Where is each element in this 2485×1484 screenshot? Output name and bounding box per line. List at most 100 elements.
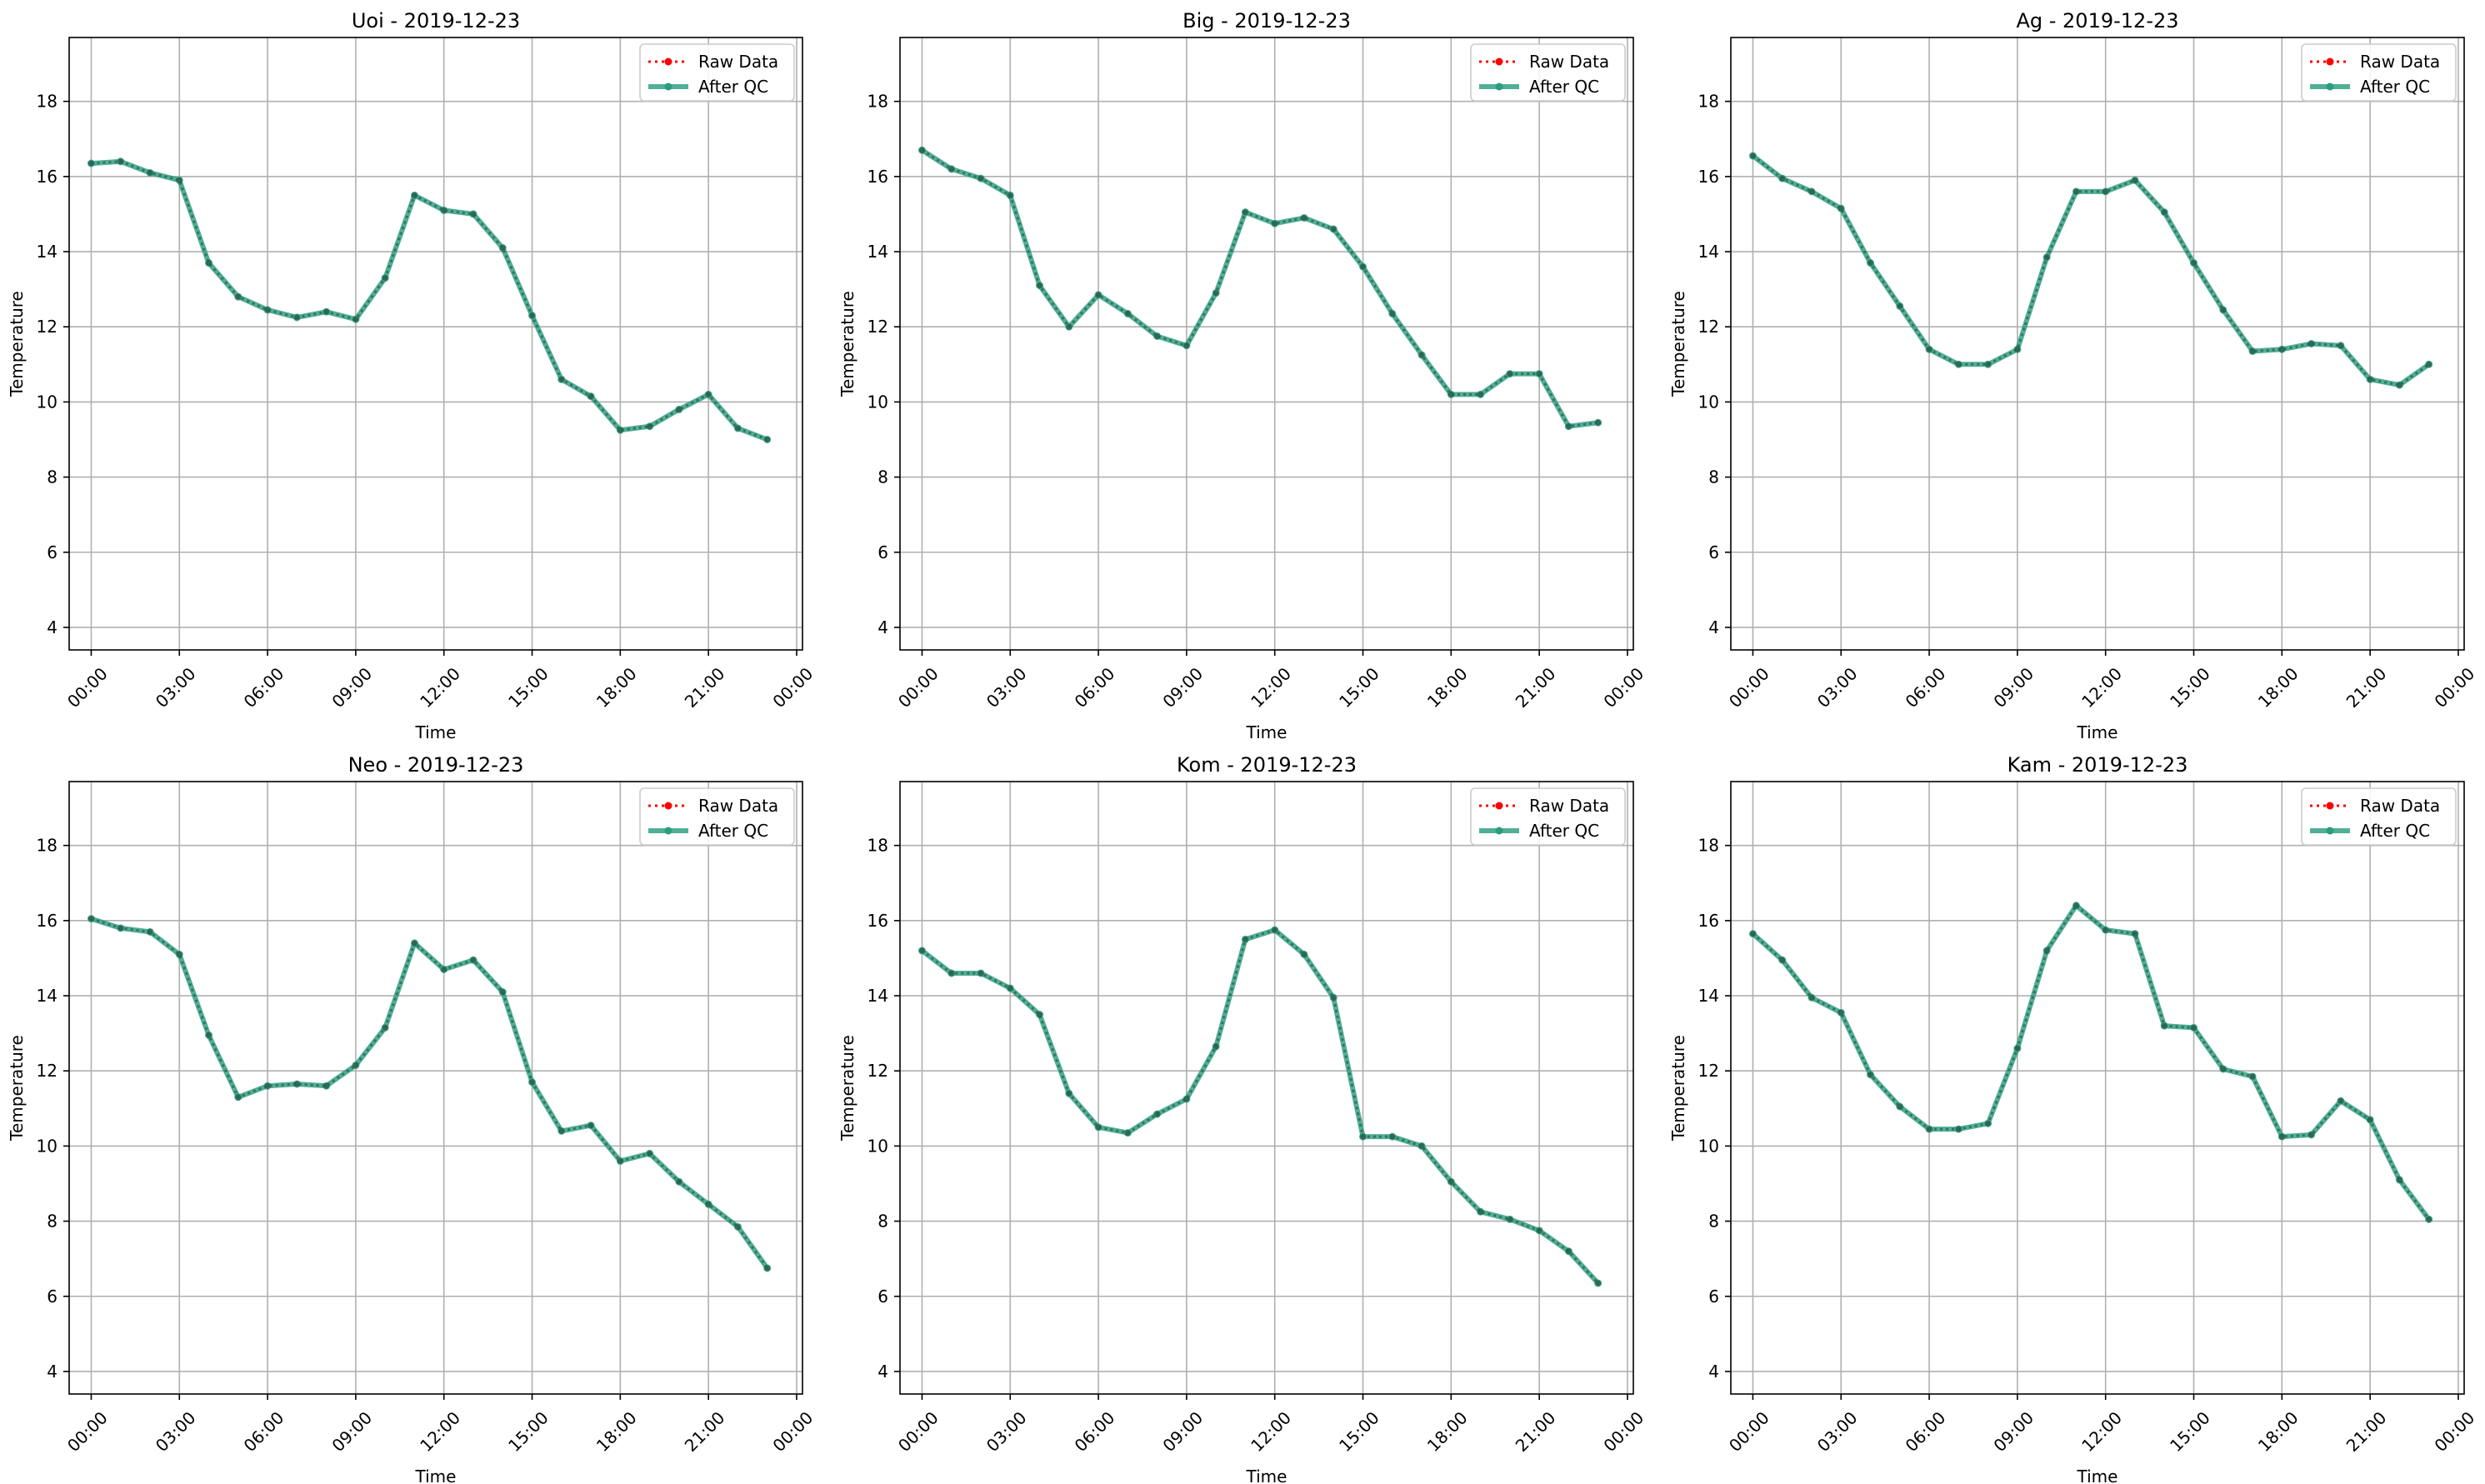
x-tick-label: 18:00 (2254, 1407, 2302, 1456)
y-tick-label: 14 (868, 986, 888, 1006)
legend-label-raw-data: Raw Data (2360, 796, 2440, 816)
point-raw-data (558, 376, 565, 382)
point-raw-data (1808, 188, 1815, 195)
x-tick-label: 03:00 (1813, 1407, 1862, 1456)
subplot-title: Kam - 2019-12-23 (2008, 753, 2188, 777)
legend: Raw Data After QC (2301, 787, 2457, 846)
subplot-title: Kom - 2019-12-23 (1177, 753, 1357, 777)
x-tick-label: 09:00 (1989, 1407, 2038, 1456)
axes-frame (899, 781, 1634, 1395)
point-raw-data (470, 957, 477, 963)
x-tick-label: 18:00 (1423, 1407, 1472, 1456)
axes-frame (68, 37, 803, 651)
point-raw-data (1272, 927, 1278, 933)
legend-label-after-qc: After QC (698, 821, 768, 841)
point-raw-data (206, 260, 212, 267)
point-raw-data (2014, 1045, 2021, 1052)
legend-label-after-qc: After QC (1529, 821, 1599, 841)
point-raw-data (1595, 1280, 1602, 1287)
x-tick-label: 09:00 (1158, 663, 1207, 712)
point-raw-data (2367, 1117, 2373, 1123)
y-tick-label: 4 (878, 617, 888, 637)
y-axis-label: Temperature (838, 291, 858, 397)
series-line-raw-data (91, 160, 768, 441)
legend-marker-after-qc (1495, 827, 1503, 835)
subplot-1: 4 6 8 10 12 14 16 18 00:00 03:00 06:00 09:00 12:00 15… (7, 9, 817, 742)
point-raw-data (1985, 1120, 1992, 1127)
point-raw-data (764, 436, 771, 442)
x-tick-label: 09:00 (328, 1407, 376, 1456)
x-tick-label: 21:00 (1512, 1407, 1560, 1456)
series-line-raw-data (1752, 154, 2430, 387)
y-tick-label: 8 (47, 467, 58, 487)
point-raw-data (1330, 226, 1337, 232)
y-axis-label: Temperature (1668, 1035, 1688, 1142)
point-raw-data (352, 1062, 359, 1068)
point-raw-data (588, 1122, 594, 1129)
legend-marker-raw-data (1495, 802, 1503, 810)
point-raw-data (176, 177, 182, 183)
point-raw-data (2161, 209, 2168, 216)
legend-label-raw-data: Raw Data (698, 52, 778, 72)
point-raw-data (1779, 175, 1786, 182)
y-tick-label: 14 (868, 242, 888, 262)
series-line-after-qc (1750, 153, 2432, 388)
y-tick-label: 18 (37, 92, 58, 112)
x-tick-label: 00:00 (1725, 1407, 1773, 1456)
point-raw-data (1154, 332, 1161, 339)
point-raw-data (705, 391, 712, 397)
point-raw-data (2072, 902, 2079, 909)
point-raw-data (1536, 1227, 1542, 1234)
y-tick-label: 12 (1698, 317, 1719, 337)
point-raw-data (705, 1201, 712, 1207)
series-line-raw-data (91, 917, 768, 1269)
legend-label-raw-data: Raw Data (698, 796, 778, 816)
legend-label-after-qc: After QC (1529, 77, 1599, 97)
point-raw-data (1985, 361, 1992, 367)
point-raw-data (1565, 423, 1572, 430)
point-raw-data (1272, 220, 1278, 227)
x-axis-label: Time (415, 1467, 457, 1484)
y-axis-label: Temperature (7, 1035, 27, 1142)
point-raw-data (1095, 1124, 1102, 1131)
y-tick-label: 16 (868, 911, 888, 931)
y-tick-label: 10 (37, 1136, 58, 1156)
y-tick-label: 8 (47, 1212, 58, 1232)
y-tick-label: 12 (1698, 1061, 1719, 1081)
point-raw-data (1124, 1130, 1131, 1137)
point-raw-data (235, 1094, 242, 1101)
point-raw-data (1838, 1009, 1844, 1016)
point-raw-data (1183, 1096, 1190, 1102)
x-tick-label: 18:00 (592, 1407, 641, 1456)
point-raw-data (2014, 346, 2021, 352)
x-tick-label: 18:00 (1423, 663, 1472, 712)
point-raw-data (2338, 1097, 2344, 1104)
point-raw-data (1536, 371, 1542, 377)
x-tick-label: 09:00 (1989, 663, 2038, 712)
point-raw-data (1955, 1126, 1962, 1132)
legend: Raw Data After QC (639, 43, 795, 102)
point-raw-data (1478, 1208, 1484, 1215)
point-raw-data (1448, 391, 1454, 397)
point-raw-data (1897, 302, 1903, 309)
x-tick-label: 00:00 (769, 1407, 818, 1456)
point-raw-data (1124, 310, 1131, 317)
point-raw-data (948, 970, 955, 977)
point-raw-data (2043, 947, 2050, 954)
point-raw-data (1301, 951, 1308, 957)
point-raw-data (1154, 1111, 1161, 1117)
x-tick-label: 03:00 (982, 663, 1031, 712)
point-raw-data (2367, 376, 2373, 382)
point-raw-data (411, 940, 418, 947)
point-raw-data (1868, 1072, 1874, 1078)
y-tick-label: 12 (868, 1061, 888, 1081)
point-raw-data (978, 970, 984, 977)
x-axis-label: Time (1246, 1467, 1288, 1484)
legend-marker-after-qc (1495, 82, 1503, 91)
legend: Raw Data After QC (1470, 43, 1626, 102)
x-tick-label: 06:00 (1902, 1407, 1950, 1456)
y-tick-label: 4 (878, 1362, 888, 1382)
point-raw-data (1418, 352, 1425, 358)
point-raw-data (1478, 391, 1484, 397)
